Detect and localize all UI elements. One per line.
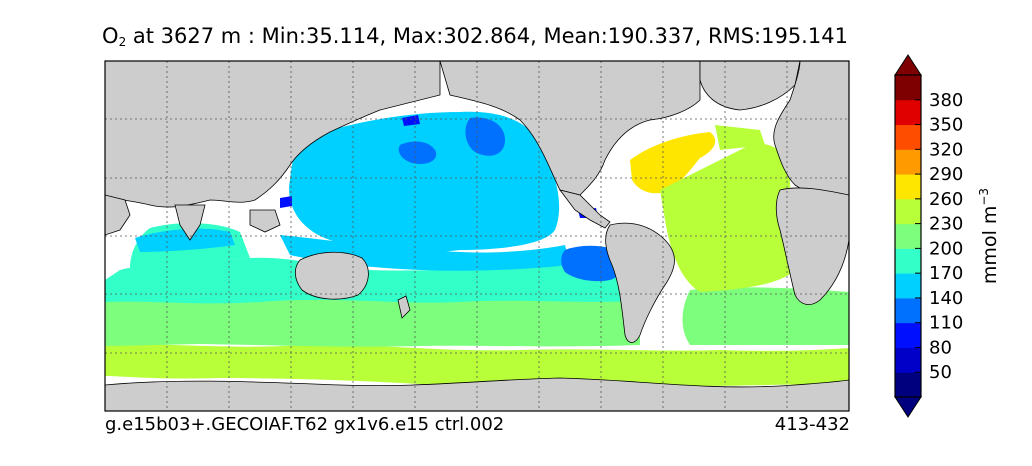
colorbar-band <box>895 174 921 200</box>
land-india <box>174 204 206 241</box>
colorbar-band <box>895 372 921 398</box>
footer-years: 413-432 <box>774 414 850 435</box>
colorbar-band <box>895 149 921 175</box>
colorbar-frame <box>894 74 922 398</box>
land-central-america <box>559 189 611 229</box>
field-npacific-blue <box>465 117 505 156</box>
colorbar-top-arrow <box>894 54 922 76</box>
title-stats: at 3627 m : Min:35.114, Max:302.864, Mea… <box>126 24 848 48</box>
colorbar-tick-label: 50 <box>929 362 952 383</box>
colorbar-bands <box>895 75 921 398</box>
colorbar-tick-label: 350 <box>929 115 963 136</box>
colorbar-tick-label: 170 <box>929 263 963 284</box>
colorbar-tick-label: 260 <box>929 189 963 210</box>
colorbar-band <box>895 248 921 274</box>
land-eurasia <box>105 61 441 208</box>
colorbar-band <box>895 223 921 249</box>
colorbar-band <box>895 75 921 101</box>
field-atlantic-lime-upper <box>715 125 765 150</box>
colorbar-units: mmol m−3 <box>977 188 1001 284</box>
land-south-america <box>605 222 675 343</box>
land-sea-islands <box>249 209 281 233</box>
colorbar-units-superscript: −3 <box>977 188 991 206</box>
colorbar-tick-label: 230 <box>929 214 963 235</box>
land-africa <box>775 187 849 305</box>
field-bering-blue <box>402 115 420 126</box>
land-north-america <box>439 61 701 196</box>
land-africa-left <box>105 194 131 236</box>
colorbar-tick-label: 200 <box>929 238 963 259</box>
title-variable: O <box>102 24 119 48</box>
field-npacific-inner-blue <box>398 141 437 164</box>
field-southern-lime <box>105 344 849 386</box>
colorbar-units-main: mmol m <box>979 206 1001 284</box>
land-australia <box>294 251 369 300</box>
land-new-zealand <box>397 295 411 319</box>
field-atlantic-lime <box>660 143 797 292</box>
title-variable-subscript: 2 <box>118 35 127 49</box>
field-indian-cyan <box>135 228 235 252</box>
colorbar-tick-label: 290 <box>929 164 963 185</box>
colorbar-ticks: 50 80 110 140 170 200 230 260 290 320 350 380 <box>915 90 963 383</box>
colorbar-band <box>895 297 921 324</box>
colorbar-tick-label: 110 <box>929 313 963 334</box>
field-southern-green <box>105 298 640 347</box>
map-frame <box>104 60 850 412</box>
colorbar-band <box>895 124 921 150</box>
map-gridlines <box>105 61 849 411</box>
colorbar-bottom-arrow <box>894 396 922 418</box>
field-npacific-cyan <box>289 111 560 253</box>
map-panel <box>105 61 849 411</box>
colorbar-band <box>895 273 921 299</box>
colorbar-tick-label: 320 <box>929 139 963 160</box>
colorbar: 50 80 110 140 170 200 230 260 290 320 350 380 mmol … <box>894 54 1001 418</box>
colorbar-band <box>895 99 921 126</box>
figure-title: O2 at 3627 m : Min:35.114, Max:302.864, … <box>0 24 950 49</box>
field-indo-blue <box>280 196 292 208</box>
colorbar-band <box>895 322 921 348</box>
colorbar-tick-label: 80 <box>929 337 952 358</box>
colorbar-band <box>895 198 921 225</box>
colorbar-tick-label: 140 <box>929 288 963 309</box>
colorbar-tick-label: 380 <box>929 90 963 111</box>
footer-run-id: g.e15b03+.GECOIAF.T62 gx1v6.e15 ctrl.002 <box>105 414 505 435</box>
colorbar-band <box>895 347 921 373</box>
